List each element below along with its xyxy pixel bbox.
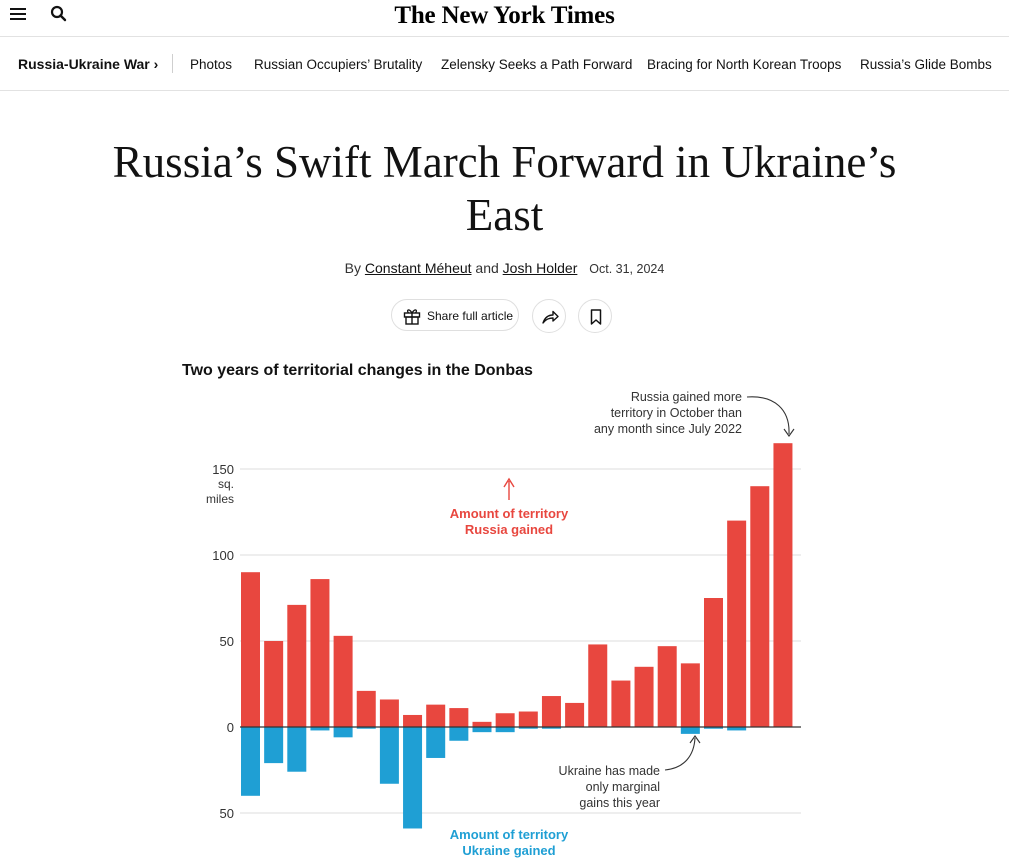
russia-bar	[379, 699, 399, 727]
share-arrow-icon	[542, 310, 559, 324]
october-annotation-arrowhead	[783, 428, 795, 437]
bookmark-button[interactable]	[578, 299, 612, 333]
russia-bar	[264, 641, 284, 727]
y-unit-label: miles	[206, 492, 234, 506]
russia-bar	[750, 486, 770, 727]
russia-bar	[472, 721, 492, 727]
russia-bar	[541, 696, 561, 727]
russia-bar	[727, 520, 747, 727]
ukraine-bar	[727, 727, 747, 731]
ukraine-annotation-text: Ukraine has made	[559, 764, 660, 778]
ukraine-bar	[310, 727, 330, 731]
byline-prefix: By	[344, 260, 362, 276]
october-annotation-text: territory in October than	[611, 406, 742, 420]
masthead: The New York Times	[0, 0, 1009, 34]
ukraine-bar	[704, 727, 723, 729]
russia-bar	[634, 666, 654, 727]
russia-bar	[611, 680, 631, 727]
ukraine-bar	[472, 727, 492, 733]
y-unit-label: sq.	[218, 477, 234, 491]
russia-bar	[773, 443, 793, 727]
ukraine-bar	[333, 727, 353, 738]
y-tick-label: 100	[212, 548, 234, 563]
y-tick-label: 150	[212, 462, 234, 477]
ukraine-bar	[379, 727, 399, 784]
russia-bar	[495, 713, 515, 727]
ukraine-annotation-text: only marginal	[586, 780, 660, 794]
ukraine-series-label: Ukraine gained	[462, 843, 555, 858]
october-annotation-arrow	[746, 396, 790, 435]
ukraine-annotation-arrowhead	[689, 735, 701, 744]
russia-bar	[310, 579, 330, 727]
menu-icon[interactable]	[10, 8, 26, 22]
russia-bar	[356, 690, 376, 727]
russia-bar	[426, 704, 446, 727]
russia-bar	[588, 644, 608, 727]
ukraine-bar	[541, 727, 561, 729]
ukraine-bar	[449, 727, 469, 741]
ukraine-annotation-text: gains this year	[579, 796, 660, 810]
october-annotation-text: Russia gained more	[631, 390, 742, 404]
russia-bar	[565, 702, 585, 727]
russia-bar	[657, 646, 677, 727]
ukraine-bar	[518, 727, 538, 729]
share-button[interactable]	[532, 299, 566, 333]
chart-title: Two years of territorial changes in the …	[182, 362, 533, 379]
russia-bar	[403, 714, 423, 727]
byline-and: and	[475, 260, 499, 276]
russia-bar	[518, 711, 538, 727]
y-tick-label: 0	[227, 720, 234, 735]
nyt-logo[interactable]: The New York Times	[394, 2, 615, 29]
nav-link-russian-occupiers[interactable]: Russian Occupiers’ Brutality	[254, 57, 423, 72]
ukraine-annotation-arrow	[664, 737, 696, 771]
y-tick-label: 50	[220, 634, 234, 649]
nav-link-glide-bombs[interactable]: Russia’s Glide Bombs	[860, 57, 992, 72]
author-link-constant-meheut[interactable]: Constant Méheut	[364, 260, 472, 276]
russia-series-label: Russia gained	[465, 522, 553, 537]
gift-icon	[402, 306, 422, 329]
russia-bar	[680, 663, 700, 727]
publish-date: Oct. 31, 2024	[589, 262, 665, 276]
nav-link-photos[interactable]: Photos	[190, 57, 233, 72]
october-annotation-text: any month since July 2022	[594, 422, 742, 436]
bookmark-icon	[590, 309, 602, 325]
ukraine-bar	[241, 727, 260, 796]
share-full-article-label: Share full article	[427, 309, 514, 323]
russia-bar	[704, 598, 723, 727]
russia-up-arrow	[503, 477, 515, 500]
russia-bar	[241, 572, 260, 727]
ukraine-series-label: Amount of territory	[450, 827, 569, 842]
ukraine-bar	[495, 727, 515, 733]
ukraine-bar	[680, 727, 700, 734]
russia-series-label: Amount of territory	[450, 506, 569, 521]
share-full-article-button[interactable]: Share full article	[391, 299, 519, 331]
section-nav: Russia-Ukraine War › Photos Russian Occu…	[0, 36, 1009, 91]
nav-divider	[172, 54, 173, 73]
ukraine-bar	[356, 727, 376, 729]
ukraine-bar	[403, 727, 423, 829]
russia-bar	[333, 635, 353, 727]
ukraine-bar	[264, 727, 284, 764]
russia-bar	[287, 604, 307, 727]
ukraine-bar	[426, 727, 446, 758]
nav-section-russia-ukraine-war[interactable]: Russia-Ukraine War ›	[18, 56, 159, 72]
byline: By Constant Méheut and Josh Holder Oct. …	[0, 260, 1009, 276]
nav-link-north-korean-troops[interactable]: Bracing for North Korean Troops	[647, 57, 842, 72]
ukraine-bar	[287, 727, 307, 772]
russia-bar	[449, 708, 469, 727]
article-headline: Russia’s Swift March Forward in Ukraine’…	[112, 137, 897, 240]
author-link-josh-holder[interactable]: Josh Holder	[502, 260, 578, 276]
nav-link-zelensky[interactable]: Zelensky Seeks a Path Forward	[441, 57, 633, 72]
search-icon[interactable]	[50, 5, 68, 23]
y-tick-label: 50	[220, 806, 234, 821]
